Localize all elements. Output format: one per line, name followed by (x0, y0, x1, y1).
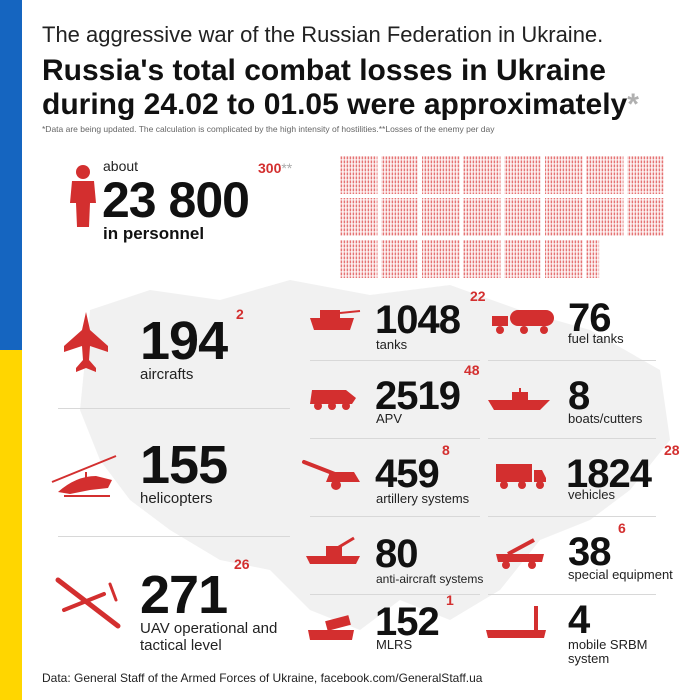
vehicles-label: vehicles (568, 487, 615, 502)
figure-block (504, 156, 542, 194)
divider (58, 536, 290, 537)
divider (310, 438, 480, 439)
fuel-tanks-label: fuel tanks (568, 331, 624, 346)
figure-block (627, 156, 665, 194)
divider (310, 360, 480, 361)
title-line-2: during 24.02 to 01.05 were approximately (42, 88, 628, 121)
tanks-value: 1048 (375, 298, 461, 342)
jet-icon (64, 312, 108, 372)
figure-block (545, 156, 583, 194)
personnel-figure-grid (340, 156, 665, 278)
title-star: * (627, 88, 639, 121)
figure-block (340, 240, 378, 278)
about-label: about (103, 158, 139, 174)
divider (58, 408, 290, 409)
apv-value: 2519 (375, 374, 461, 418)
person-icon (70, 165, 96, 227)
tanks-daily: 22 (470, 288, 486, 304)
tanks-label: tanks (376, 337, 408, 352)
vehicles-daily: 28 (664, 442, 680, 458)
figure-block (463, 156, 501, 194)
figure-block (504, 198, 542, 236)
flag-stripe-yellow (0, 350, 22, 700)
aircraft-label: aircrafts (140, 366, 194, 383)
figure-block (545, 198, 583, 236)
personnel-value: 23 800 (102, 172, 250, 228)
divider (310, 516, 480, 517)
divider (488, 516, 656, 517)
fuel-tank-icon (492, 310, 554, 334)
mlrs-daily: 1 (446, 592, 454, 608)
figure-block (545, 240, 583, 278)
figure-block (586, 240, 600, 278)
apv-label: APV (376, 411, 403, 426)
srbm-value: 4 (568, 598, 590, 642)
tank-icon (310, 310, 361, 330)
divider (488, 438, 656, 439)
divider (488, 594, 656, 595)
mlrs-label: MLRS (376, 637, 413, 652)
source-note: Data: General Staff of the Armed Forces … (42, 671, 483, 685)
figure-block (463, 240, 501, 278)
boats-label: boats/cutters (568, 411, 643, 426)
figure-block (422, 156, 460, 194)
personnel-daily: 300** (258, 160, 292, 176)
mlrs-icon (308, 615, 354, 640)
special-equipment-daily: 6 (618, 520, 626, 536)
figure-block (586, 198, 624, 236)
figure-block (504, 240, 542, 278)
figure-block (381, 198, 419, 236)
anti-aircraft-icon (306, 536, 360, 564)
artillery-icon (302, 460, 360, 490)
truck-icon (496, 464, 546, 489)
anti-aircraft-value: 80 (375, 532, 418, 576)
ukraine-map-background (80, 280, 670, 630)
personnel-daily-value: 300 (258, 160, 282, 176)
personnel-daily-star: ** (281, 160, 293, 176)
artillery-daily: 8 (442, 442, 450, 458)
helicopter-value: 155 (140, 435, 228, 495)
figure-block (340, 198, 378, 236)
page-title: Russia's total combat losses in Ukraine … (42, 54, 682, 122)
figure-block (422, 240, 460, 278)
uav-daily: 26 (234, 556, 250, 572)
figure-block (381, 240, 419, 278)
figure-block (422, 198, 460, 236)
divider (488, 360, 656, 361)
special-equipment-value: 38 (568, 530, 611, 574)
uav-label: UAV operational and tactical level (140, 620, 278, 654)
artillery-value: 459 (375, 452, 440, 496)
drone-icon (55, 577, 121, 629)
vehicles-value: 1824 (566, 452, 652, 496)
footnote: *Data are being updated. The calculation… (42, 124, 495, 134)
fuel-tanks-value: 76 (568, 296, 611, 340)
anti-aircraft-label: anti-aircraft systems (376, 572, 484, 586)
helicopter-icon (51, 455, 117, 497)
crane-truck-icon (496, 538, 544, 569)
uav-value: 271 (140, 565, 228, 625)
personnel-label: in personnel (103, 224, 205, 243)
figure-block (340, 156, 378, 194)
srbm-label: mobile SRBM system (568, 637, 648, 666)
divider (310, 594, 480, 595)
figure-block (586, 156, 624, 194)
artillery-label: artillery systems (376, 491, 470, 506)
subtitle: The aggressive war of the Russian Federa… (42, 22, 604, 47)
figure-block (627, 198, 665, 236)
figure-block (381, 156, 419, 194)
helicopter-label: helicopters (140, 490, 213, 507)
flag-stripe-blue (0, 0, 22, 350)
mlrs-value: 152 (375, 600, 440, 644)
boats-value: 8 (568, 374, 590, 418)
figure-block (463, 198, 501, 236)
special-equipment-label: special equipment (568, 567, 673, 582)
aircraft-value: 194 (140, 311, 228, 371)
apv-icon (310, 390, 356, 410)
aircraft-daily: 2 (236, 306, 244, 322)
srbm-launcher-icon (486, 606, 546, 638)
apv-daily: 48 (464, 362, 480, 378)
boat-icon (488, 388, 550, 410)
title-line-1: Russia's total combat losses in Ukraine (42, 54, 606, 87)
